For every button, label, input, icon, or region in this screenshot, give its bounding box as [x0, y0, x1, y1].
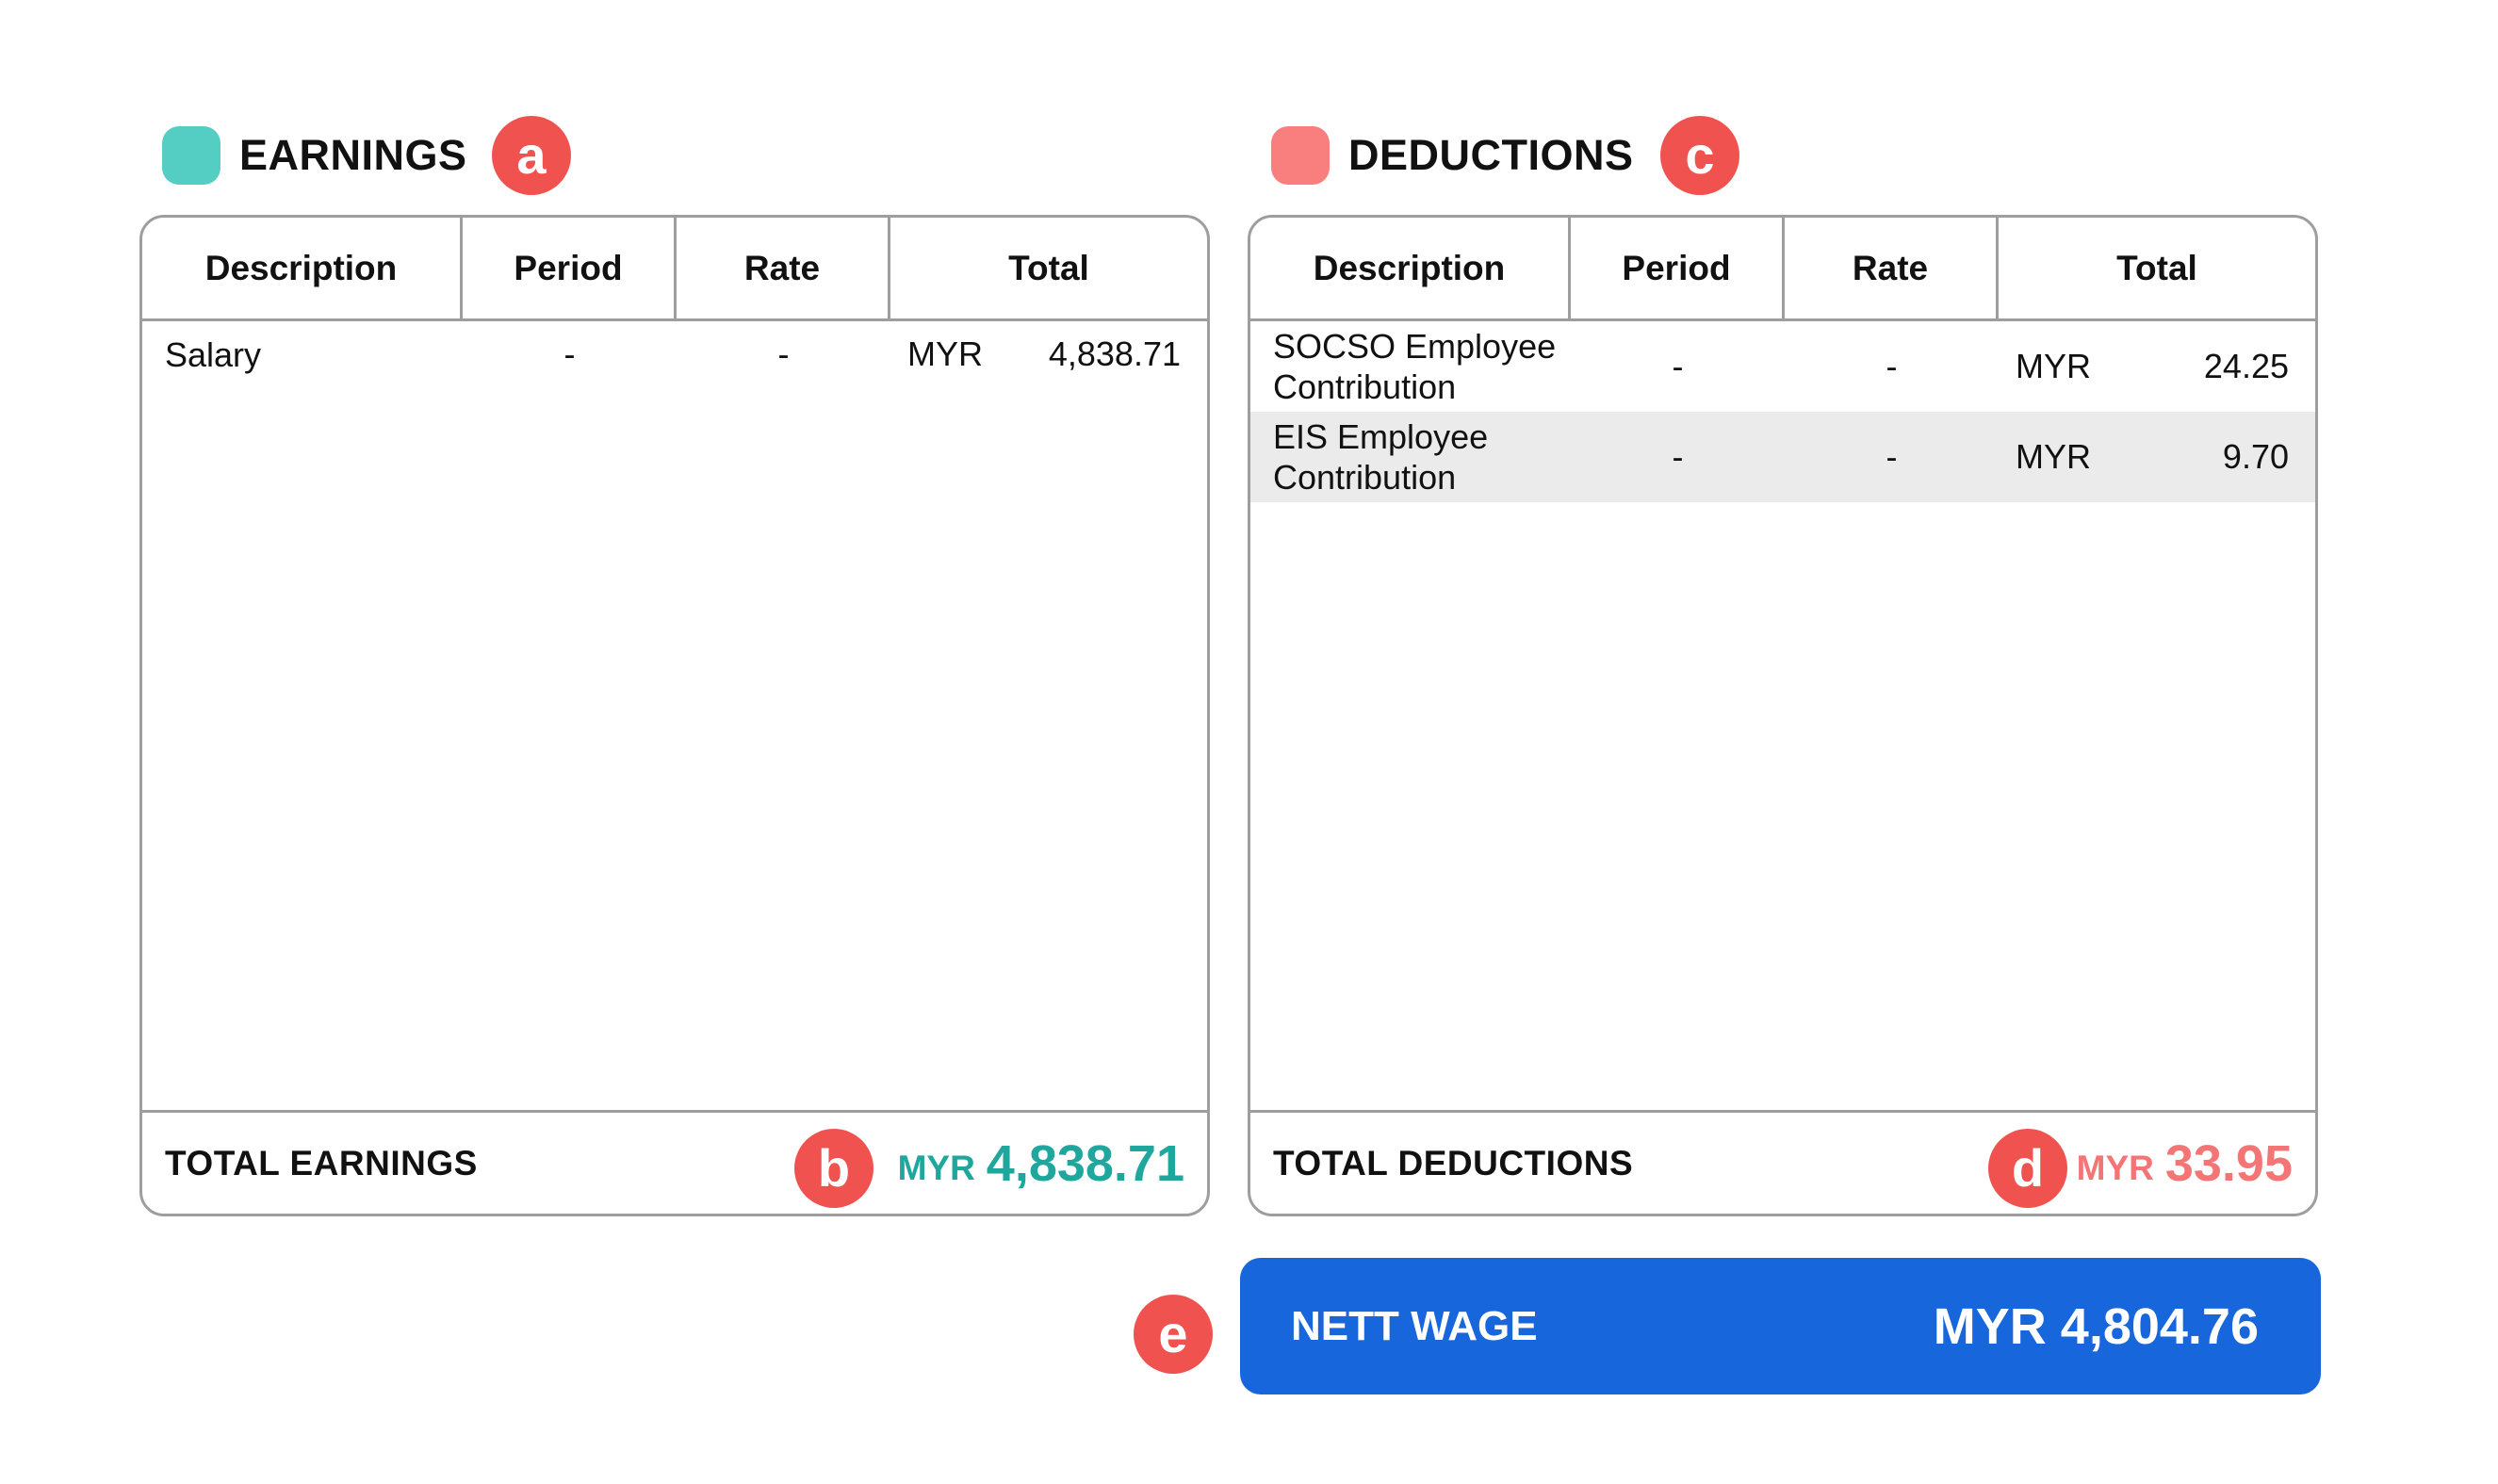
nett-wage-label: NETT WAGE [1291, 1302, 1538, 1349]
table-row: EIS Employee Contribution - - MYR 9.70 [1250, 412, 2315, 502]
deductions-table: Description Period Rate Total SOCSO Empl… [1248, 215, 2318, 1216]
row-period: - [1672, 347, 1684, 385]
earnings-title: EARNINGS [239, 131, 467, 179]
earnings-col-rate: Rate [677, 218, 890, 318]
nett-wage-value: MYR 4,804.76 [1933, 1297, 2259, 1355]
annotation-marker-d: d [1988, 1129, 2067, 1208]
nett-wage-banner: NETT WAGE MYR 4,804.76 [1240, 1258, 2321, 1394]
total-earnings-amount: 4,838.71 [986, 1134, 1184, 1192]
total-deductions-label: TOTAL DEDUCTIONS [1273, 1143, 1634, 1182]
earnings-header: EARNINGS [162, 122, 467, 188]
earnings-table-body: Salary - - MYR 4,838.71 [142, 321, 1207, 389]
row-rate: - [777, 334, 790, 373]
deductions-col-description: Description [1250, 218, 1571, 318]
earnings-table-footer: TOTAL EARNINGS MYR 4,838.71 [142, 1110, 1207, 1214]
row-period: - [1672, 437, 1684, 476]
total-earnings-currency: MYR [897, 1148, 975, 1187]
deductions-table-body: SOCSO Employee Contribution - - MYR 24.2… [1250, 321, 2315, 502]
annotation-marker-a: a [492, 116, 571, 195]
annotation-marker-c: c [1660, 116, 1739, 195]
earnings-col-period: Period [463, 218, 677, 318]
deductions-col-rate: Rate [1785, 218, 1999, 318]
row-currency: MYR [2016, 437, 2091, 476]
deductions-table-footer: TOTAL DEDUCTIONS MYR 33.95 [1250, 1110, 2315, 1214]
row-currency: MYR [907, 334, 983, 373]
row-amount: 9.70 [2222, 437, 2289, 476]
earnings-table: Description Period Rate Total Salary - -… [139, 215, 1210, 1216]
earnings-col-description: Description [142, 218, 463, 318]
deductions-header: DEDUCTIONS [1271, 122, 1634, 188]
total-earnings-value: MYR 4,838.71 [898, 1113, 1184, 1214]
row-rate: - [1886, 437, 1898, 476]
row-description: SOCSO Employee Contribution [1273, 327, 1557, 406]
total-deductions-amount: 33.95 [2164, 1134, 2293, 1192]
row-currency: MYR [2016, 347, 2091, 385]
table-row: SOCSO Employee Contribution - - MYR 24.2… [1250, 321, 2315, 412]
total-deductions-currency: MYR [2076, 1148, 2154, 1187]
row-description: EIS Employee Contribution [1273, 417, 1489, 497]
row-amount: 4,838.71 [1048, 334, 1181, 373]
total-earnings-label: TOTAL EARNINGS [165, 1143, 478, 1182]
earnings-col-total: Total [1008, 248, 1089, 287]
annotation-marker-b: b [794, 1129, 873, 1208]
deductions-col-period: Period [1571, 218, 1785, 318]
annotation-marker-e: e [1134, 1295, 1213, 1374]
row-rate: - [1886, 347, 1898, 385]
row-amount: 24.25 [2203, 347, 2289, 385]
table-row: Salary - - MYR 4,838.71 [142, 321, 1207, 389]
deductions-col-total: Total [2116, 248, 2197, 287]
deductions-color-swatch [1271, 126, 1330, 185]
earnings-table-header: Description Period Rate Total [142, 218, 1207, 321]
deductions-table-header: Description Period Rate Total [1250, 218, 2315, 321]
deductions-title: DEDUCTIONS [1348, 131, 1634, 179]
total-deductions-value: MYR 33.95 [2077, 1113, 2293, 1214]
earnings-color-swatch [162, 126, 220, 185]
row-description: Salary [165, 335, 262, 374]
row-period: - [563, 334, 576, 373]
